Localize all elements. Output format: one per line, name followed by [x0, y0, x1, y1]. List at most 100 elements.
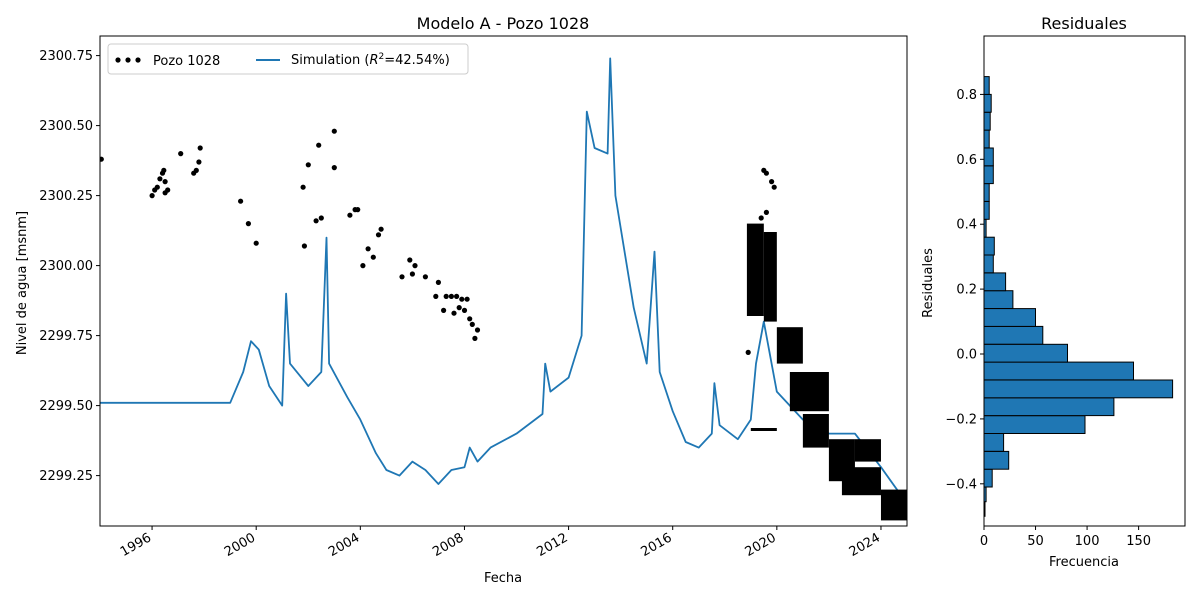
- histogram-bar: [983, 308, 1036, 327]
- main-y-tick-label: 2300.75: [39, 49, 93, 64]
- histogram-bar: [983, 129, 990, 149]
- observation-point: [469, 321, 475, 327]
- observation-point: [448, 293, 454, 299]
- hist-x-tick-label: 150: [1126, 534, 1151, 549]
- histogram-bar: [983, 379, 1174, 399]
- main-y-tick-label: 2300.00: [39, 259, 93, 274]
- observation-point: [161, 167, 167, 173]
- main-y-axis-label: Nivel de agua [msnm]: [15, 211, 30, 355]
- legend-label-simulation: Simulation (R2=42.54%): [291, 52, 450, 68]
- observation-point: [758, 215, 764, 221]
- observation-point: [238, 198, 244, 204]
- histogram-bar: [983, 397, 1115, 417]
- observation-point: [412, 263, 418, 269]
- histogram-bar: [983, 183, 990, 202]
- histogram-bar: [983, 415, 1086, 435]
- observation-point: [451, 310, 457, 316]
- histogram-bar: [983, 254, 994, 274]
- observation-point: [197, 145, 203, 151]
- hist-axes-frame: [983, 35, 1186, 527]
- observation-point: [771, 184, 777, 190]
- histogram-bar: [983, 236, 995, 256]
- hist-y-tick-label: 0.4: [956, 218, 977, 233]
- observation-band: [746, 223, 764, 316]
- observation-point: [360, 263, 366, 269]
- hist-y-tick-label: 0.6: [956, 153, 977, 168]
- observation-point: [435, 279, 441, 285]
- hist-y-tick-label: −0.4: [945, 477, 977, 492]
- histogram-bar: [983, 111, 991, 131]
- histogram-bar: [983, 325, 1044, 345]
- observation-point: [456, 305, 462, 311]
- observation-point: [331, 165, 337, 171]
- observation-point: [443, 293, 449, 299]
- main-y-tick-label: 2300.25: [39, 189, 93, 204]
- observation-point: [347, 212, 353, 218]
- observation-point: [305, 162, 311, 168]
- hist-y-tick-label: −0.2: [945, 412, 977, 427]
- histogram-bar: [983, 147, 994, 167]
- main-plot-area: [100, 57, 907, 521]
- observation-point: [745, 349, 751, 355]
- observation-point: [245, 221, 251, 227]
- hist-x-axis-label: Frecuencia: [1049, 555, 1119, 570]
- observation-point: [100, 156, 104, 162]
- main-chart-title: Modelo A - Pozo 1028: [417, 14, 590, 33]
- observation-point: [300, 184, 306, 190]
- legend-simulation-prefix: Simulation (: [291, 53, 369, 68]
- histogram-bar: [983, 290, 1014, 310]
- histogram-bar: [983, 93, 992, 113]
- main-y-tick-label: 2299.25: [39, 469, 93, 484]
- observation-point: [399, 274, 405, 280]
- hist-plot-area: [983, 76, 1174, 517]
- legend-simulation-sup: 2: [379, 52, 385, 62]
- histogram-bar: [983, 361, 1134, 381]
- hist-y-tick-label: 0.0: [956, 348, 977, 363]
- observation-point: [472, 335, 478, 341]
- histogram-bar: [983, 433, 1005, 452]
- observation-point: [454, 293, 460, 299]
- hist-y-tick-label: 0.8: [956, 88, 977, 103]
- histogram-bar: [983, 450, 1010, 470]
- observation-point: [461, 307, 468, 313]
- main-x-axis-label: Fecha: [484, 571, 522, 586]
- observation-point: [313, 218, 319, 224]
- legend-label-observed: Pozo 1028: [153, 54, 220, 69]
- main-y-tick-label: 2299.50: [39, 399, 93, 414]
- main-y-tick-label: 2299.75: [39, 329, 93, 344]
- hist-chart-title: Residuales: [1041, 14, 1127, 33]
- observation-point: [464, 296, 470, 302]
- observation-band: [789, 372, 829, 412]
- histogram-bar: [983, 343, 1068, 363]
- observation-point: [331, 128, 337, 134]
- observation-point: [253, 240, 259, 246]
- observation-point: [149, 193, 155, 199]
- observation-point: [407, 257, 413, 263]
- main-axes-frame: [99, 35, 908, 527]
- hist-x-tick-label: 50: [1027, 534, 1044, 549]
- main-y-tick-label: 2300.50: [39, 119, 93, 134]
- observation-point: [157, 176, 163, 182]
- observation-point: [178, 151, 184, 157]
- legend-simulation-r: R: [369, 53, 378, 68]
- hist-x-axis: 0 50 100 150: [980, 526, 1151, 549]
- observation-point: [316, 142, 322, 148]
- legend-dot: [135, 57, 141, 63]
- observation-band: [854, 439, 881, 462]
- legend-marker-observed: [115, 57, 141, 63]
- observation-band: [776, 327, 803, 364]
- histogram-bar: [983, 76, 990, 95]
- residuals-histogram: Residuales 0 50 100 150 −0.4 −0.2 0.0 0.2 0.4 0.…: [921, 14, 1186, 570]
- simulation-line: [100, 57, 907, 505]
- legend-dot: [115, 57, 121, 63]
- main-y-axis: 2299.25 2299.50 2299.75 2300.00 2300.25 2300.…: [39, 49, 100, 484]
- legend: Pozo 1028 Simulation (R2=42.54%): [107, 43, 469, 75]
- observation-point: [375, 232, 382, 238]
- histogram-bar: [983, 165, 994, 185]
- observation-point: [378, 226, 384, 232]
- observation-point: [459, 296, 465, 302]
- observation-point: [193, 167, 199, 173]
- hist-y-tick-label: 0.2: [956, 283, 977, 298]
